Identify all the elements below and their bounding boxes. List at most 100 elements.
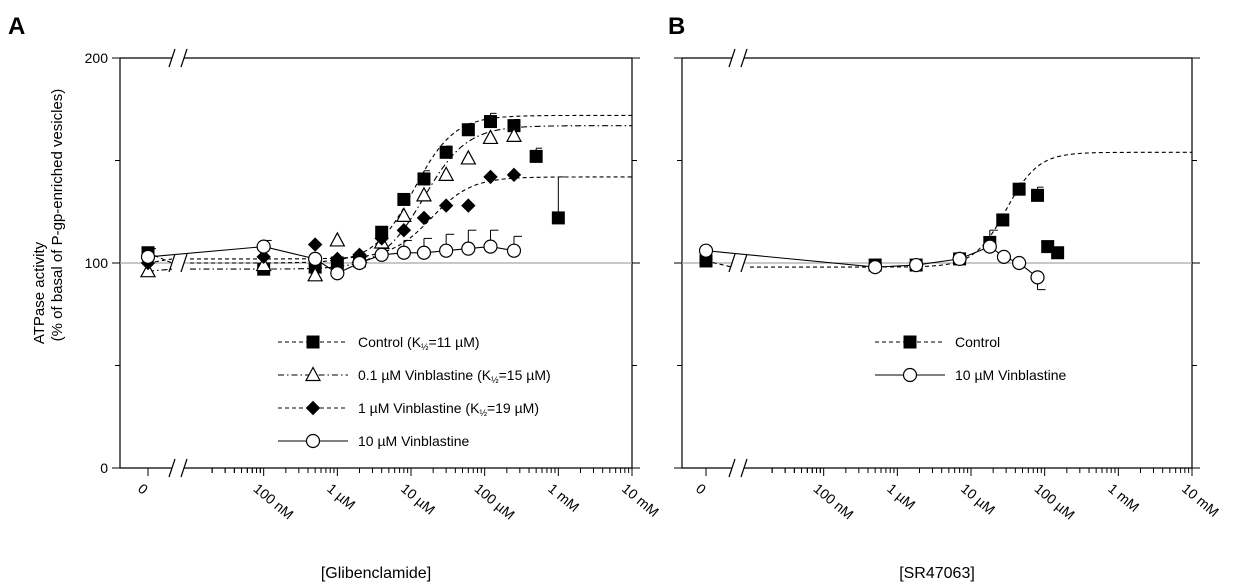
series-1-m-vinblastine — [140, 167, 632, 271]
data-point — [1051, 246, 1065, 260]
data-point — [416, 245, 432, 260]
data-point-zero — [140, 249, 156, 264]
y-axis-sublabel: (% of basal of P-gp-enriched vesicles) — [49, 89, 66, 342]
data-point — [438, 166, 455, 181]
y-tick-label: 0 — [100, 460, 108, 476]
data-point — [482, 129, 499, 145]
data-point — [438, 198, 454, 213]
panel-letter: A — [8, 13, 25, 40]
panel-letter: B — [668, 13, 685, 40]
data-point — [461, 241, 476, 256]
fit-curve-segment — [705, 260, 733, 268]
fit-curve — [190, 125, 632, 270]
data-point — [529, 149, 543, 163]
fit-curve-segment — [147, 252, 173, 264]
data-point — [256, 249, 271, 265]
data-point — [352, 255, 367, 271]
legend-entry: 10 µM Vinblastine — [278, 433, 470, 449]
data-point — [397, 192, 411, 206]
data-point — [416, 210, 432, 226]
data-point — [439, 243, 454, 258]
legend-entry: 10 µM Vinblastine — [875, 367, 1067, 383]
data-point — [460, 149, 477, 165]
data-point — [307, 266, 324, 282]
panel-a: A 0 100 200 0 100 nM 1 µM 10 µM 100 µM 1 mM 10 mM A… — [8, 13, 662, 582]
legend-entry: Control — [875, 334, 1000, 350]
legend-label: Control — [955, 334, 1000, 350]
axis-break-mark — [168, 48, 176, 68]
series-10-m-vinblastine — [698, 229, 1046, 291]
series-control — [699, 151, 1192, 272]
data-point — [256, 239, 271, 254]
x-tick-label: 1 mM — [1105, 480, 1142, 515]
x-tick-label: 0 — [135, 480, 151, 497]
x-tick-label: 0 — [693, 480, 709, 497]
data-point — [307, 237, 323, 252]
data-point — [483, 115, 497, 129]
data-point — [461, 123, 475, 137]
data-point — [330, 266, 345, 281]
legend-marker — [902, 367, 918, 383]
y-tick-label: 200 — [85, 50, 109, 66]
legend-k-subscript: ½ — [491, 375, 499, 385]
data-point — [506, 243, 522, 258]
data-point — [417, 172, 431, 186]
x-tick-label: 1 µM — [324, 480, 358, 512]
data-point — [996, 249, 1012, 264]
data-point — [868, 260, 883, 275]
legend-marker — [304, 366, 322, 382]
legend-label: 10 µM Vinblastine — [358, 433, 470, 449]
data-point — [415, 186, 432, 202]
x-tick-label: 1 µM — [884, 480, 918, 512]
fit-curve — [750, 151, 1192, 268]
data-point — [1031, 188, 1045, 202]
data-point — [461, 198, 476, 213]
series-10-m-vinblastine — [140, 229, 522, 281]
axis-break-mark — [168, 458, 176, 478]
axis-break-mark — [728, 253, 736, 273]
legend-entry: 0.1 µM Vinblastine (K½=15 µM) — [278, 366, 551, 385]
axis-break-mark — [728, 48, 736, 68]
data-point — [329, 231, 346, 247]
x-tick-label: 10 mM — [619, 480, 662, 520]
baseline-break-gap — [172, 253, 184, 273]
y-tick-label: 100 — [85, 255, 109, 271]
legend-entry: 1 µM Vinblastine (K½=19 µM) — [278, 400, 539, 418]
data-point — [483, 169, 498, 185]
x-tick-label: 100 µM — [1032, 480, 1078, 522]
legend-marker — [306, 335, 320, 349]
legend-label: 0.1 µM Vinblastine (K½=15 µM) — [358, 367, 551, 385]
data-point — [506, 167, 522, 183]
legend-marker — [903, 335, 917, 349]
axis-break-mark — [740, 48, 748, 68]
legend-entry: Control (K½=11 µM) — [278, 334, 480, 352]
x-tick-label: 10 mM — [1179, 480, 1222, 520]
data-point — [909, 257, 924, 273]
legend-k-value: =15 µM) — [499, 367, 551, 383]
x-axis-label: [Glibenclamide] — [321, 565, 431, 582]
data-point — [996, 213, 1010, 227]
legend-marker — [305, 400, 321, 416]
legend-label: 10 µM Vinblastine — [955, 367, 1067, 383]
x-tick-label: 1 mM — [545, 480, 582, 515]
data-point — [374, 231, 389, 246]
legend-k-value: =11 µM) — [429, 334, 480, 350]
data-point — [396, 245, 411, 260]
data-point — [374, 247, 389, 262]
x-tick-label: 100 µM — [472, 480, 518, 522]
legend-marker — [305, 433, 321, 449]
legend-k: K — [470, 400, 480, 416]
axis-break-mark — [180, 458, 188, 478]
data-point — [396, 222, 412, 238]
legend-k-value: =19 µM) — [487, 400, 539, 416]
axis-break-mark — [728, 458, 736, 478]
legend-k-subscript: ½ — [421, 342, 429, 352]
data-point — [308, 251, 323, 266]
data-point — [505, 127, 522, 142]
axis-break-mark — [740, 253, 748, 273]
data-point — [483, 239, 498, 254]
data-point — [1012, 182, 1026, 196]
x-tick-label: 100 nM — [251, 480, 297, 522]
baseline-break-gap — [732, 253, 744, 273]
